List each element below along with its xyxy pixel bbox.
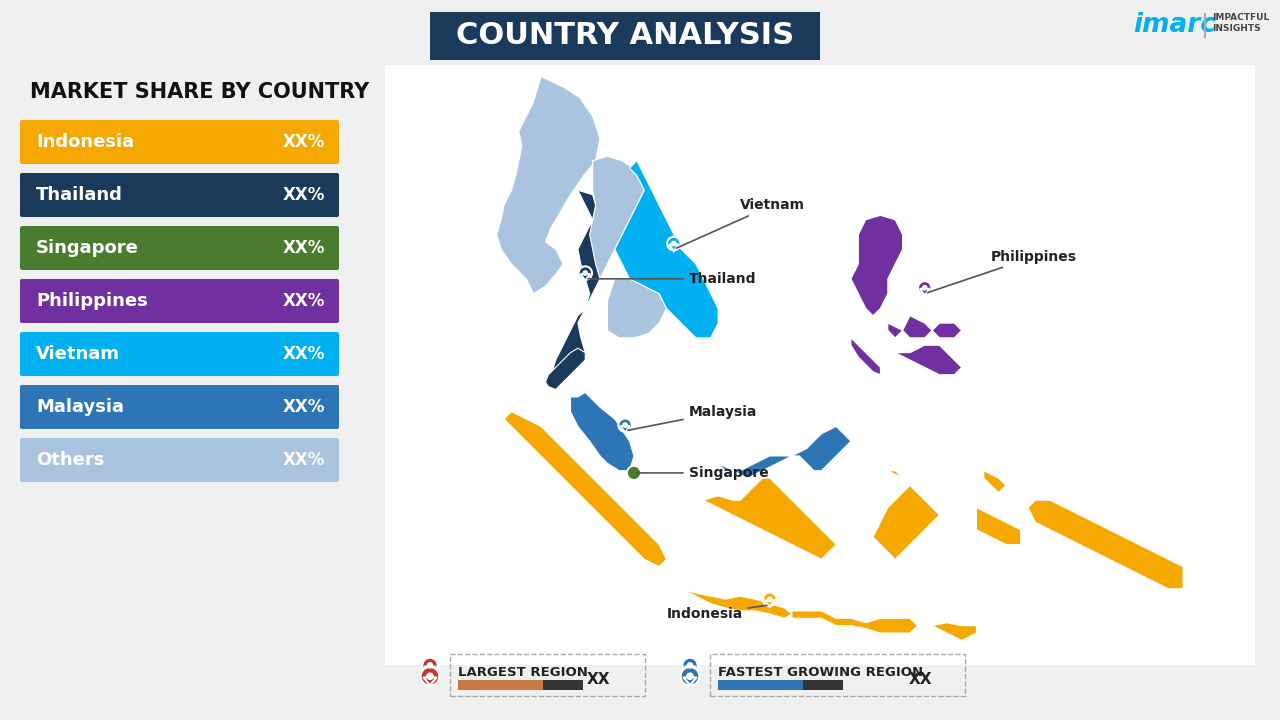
Circle shape bbox=[627, 467, 640, 480]
Polygon shape bbox=[984, 471, 1006, 492]
Polygon shape bbox=[851, 338, 881, 374]
FancyBboxPatch shape bbox=[20, 120, 339, 164]
Polygon shape bbox=[497, 76, 600, 294]
FancyBboxPatch shape bbox=[718, 680, 803, 690]
Polygon shape bbox=[888, 323, 902, 338]
Polygon shape bbox=[669, 245, 678, 251]
Text: Philippines: Philippines bbox=[928, 250, 1078, 293]
Polygon shape bbox=[608, 279, 667, 338]
Circle shape bbox=[767, 596, 773, 602]
Polygon shape bbox=[684, 678, 696, 685]
Text: XX%: XX% bbox=[283, 292, 325, 310]
Text: Singapore: Singapore bbox=[636, 466, 768, 480]
Polygon shape bbox=[873, 471, 940, 559]
FancyBboxPatch shape bbox=[20, 438, 339, 482]
Circle shape bbox=[579, 266, 591, 280]
Polygon shape bbox=[932, 323, 961, 338]
Text: XX%: XX% bbox=[283, 451, 325, 469]
Circle shape bbox=[422, 657, 438, 673]
Text: Philippines: Philippines bbox=[36, 292, 147, 310]
Text: Vietnam: Vietnam bbox=[36, 345, 120, 363]
Polygon shape bbox=[621, 426, 630, 433]
FancyBboxPatch shape bbox=[20, 385, 339, 429]
Polygon shape bbox=[548, 190, 600, 390]
Text: XX: XX bbox=[586, 672, 609, 688]
Circle shape bbox=[681, 667, 699, 685]
FancyBboxPatch shape bbox=[458, 680, 543, 690]
Circle shape bbox=[671, 240, 677, 246]
Text: Malaysia: Malaysia bbox=[36, 398, 124, 416]
Polygon shape bbox=[977, 508, 1020, 544]
Polygon shape bbox=[703, 478, 836, 559]
Text: LARGEST REGION: LARGEST REGION bbox=[458, 665, 588, 678]
Text: Thailand: Thailand bbox=[588, 272, 756, 286]
FancyBboxPatch shape bbox=[20, 279, 339, 323]
Polygon shape bbox=[580, 274, 590, 281]
Circle shape bbox=[763, 593, 777, 606]
FancyBboxPatch shape bbox=[543, 680, 582, 690]
Text: Indonesia: Indonesia bbox=[667, 606, 767, 621]
Text: XX%: XX% bbox=[283, 345, 325, 363]
Circle shape bbox=[421, 667, 439, 685]
Circle shape bbox=[922, 285, 928, 291]
Text: Thailand: Thailand bbox=[36, 186, 123, 204]
Text: Others: Others bbox=[36, 451, 105, 469]
Polygon shape bbox=[673, 582, 792, 618]
Polygon shape bbox=[571, 392, 634, 471]
Polygon shape bbox=[851, 215, 902, 315]
FancyBboxPatch shape bbox=[430, 12, 820, 60]
FancyBboxPatch shape bbox=[20, 173, 339, 217]
Circle shape bbox=[667, 237, 681, 251]
Text: FASTEST GROWING REGION: FASTEST GROWING REGION bbox=[718, 665, 923, 678]
Polygon shape bbox=[614, 161, 718, 338]
Text: XX: XX bbox=[909, 672, 932, 688]
Circle shape bbox=[686, 672, 694, 680]
Text: Malaysia: Malaysia bbox=[627, 405, 756, 431]
Polygon shape bbox=[1028, 500, 1183, 589]
Polygon shape bbox=[504, 412, 667, 567]
FancyBboxPatch shape bbox=[20, 332, 339, 376]
Polygon shape bbox=[577, 156, 644, 286]
Text: MARKET SHARE BY COUNTRY: MARKET SHARE BY COUNTRY bbox=[29, 82, 369, 102]
Circle shape bbox=[622, 422, 628, 428]
FancyBboxPatch shape bbox=[20, 226, 339, 270]
Polygon shape bbox=[685, 667, 695, 674]
Polygon shape bbox=[424, 678, 436, 685]
Text: Singapore: Singapore bbox=[36, 239, 138, 257]
Text: Indonesia: Indonesia bbox=[36, 133, 134, 151]
Text: XX%: XX% bbox=[283, 398, 325, 416]
Text: XX%: XX% bbox=[283, 186, 325, 204]
Circle shape bbox=[582, 270, 588, 276]
Text: COUNTRY ANALYSIS: COUNTRY ANALYSIS bbox=[456, 22, 794, 50]
Text: imarc: imarc bbox=[1134, 12, 1216, 38]
Circle shape bbox=[618, 418, 632, 432]
Circle shape bbox=[627, 466, 641, 480]
Circle shape bbox=[426, 662, 434, 669]
Circle shape bbox=[426, 672, 434, 680]
Circle shape bbox=[686, 662, 694, 669]
Polygon shape bbox=[792, 611, 918, 633]
Polygon shape bbox=[718, 426, 851, 478]
FancyBboxPatch shape bbox=[385, 65, 1254, 665]
Text: Vietnam: Vietnam bbox=[676, 198, 805, 248]
Polygon shape bbox=[881, 346, 961, 374]
Text: XX%: XX% bbox=[283, 133, 325, 151]
Polygon shape bbox=[920, 289, 929, 295]
Circle shape bbox=[918, 281, 932, 294]
Polygon shape bbox=[902, 315, 932, 338]
Polygon shape bbox=[932, 623, 977, 641]
Polygon shape bbox=[545, 348, 585, 390]
Circle shape bbox=[682, 657, 698, 673]
Text: IMPACTFUL
INSIGHTS: IMPACTFUL INSIGHTS bbox=[1212, 13, 1270, 32]
Polygon shape bbox=[425, 667, 435, 674]
Polygon shape bbox=[765, 600, 774, 607]
FancyBboxPatch shape bbox=[803, 680, 844, 690]
Text: XX%: XX% bbox=[283, 239, 325, 257]
